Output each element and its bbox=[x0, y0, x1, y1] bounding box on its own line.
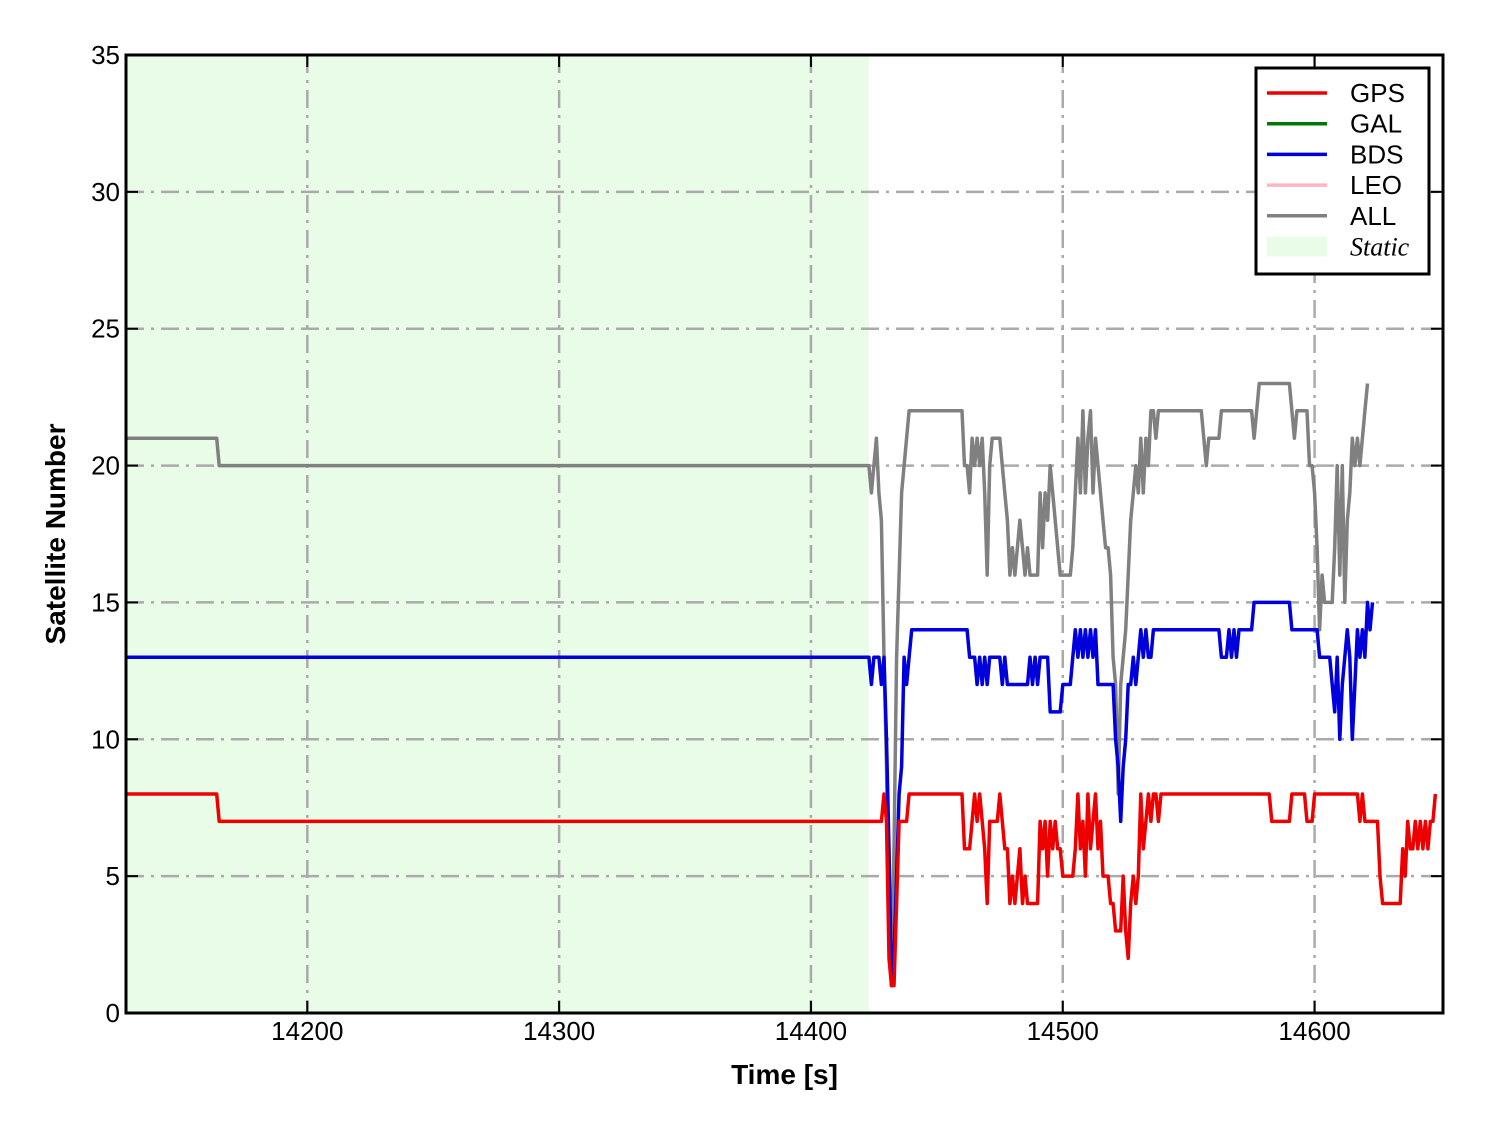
y-axis-title: Satellite Number bbox=[40, 423, 71, 644]
y-tick-label: 20 bbox=[91, 451, 120, 481]
series-line-all bbox=[126, 381, 1370, 988]
legend-label-static: Static bbox=[1350, 233, 1410, 262]
x-tick-label: 14400 bbox=[775, 1016, 847, 1046]
legend-label-all: ALL bbox=[1350, 201, 1396, 231]
legend-label-leo: LEO bbox=[1350, 170, 1402, 200]
series-line-gps bbox=[126, 792, 1438, 988]
y-tick-label: 25 bbox=[91, 314, 120, 344]
y-tick-label: 0 bbox=[106, 998, 120, 1028]
legend-label-bds: BDS bbox=[1350, 139, 1403, 169]
series-group bbox=[126, 381, 1438, 988]
legend-swatch-static bbox=[1267, 236, 1327, 257]
series-line-bds bbox=[126, 600, 1375, 988]
x-axis-title: Time [s] bbox=[731, 1059, 838, 1090]
x-tick-label: 14600 bbox=[1278, 1016, 1350, 1046]
legend-label-gps: GPS bbox=[1350, 78, 1405, 108]
x-tick-label: 14500 bbox=[1027, 1016, 1099, 1046]
static-shaded-region bbox=[126, 55, 869, 1013]
y-tick-label: 35 bbox=[91, 40, 120, 70]
y-tick-label: 15 bbox=[91, 587, 120, 617]
axis-ticks: 14200 14300 14400 14500 14600 0 5 10 15 20 25 30 35 bbox=[91, 40, 1443, 1046]
y-tick-label: 5 bbox=[106, 861, 120, 891]
x-tick-label: 14200 bbox=[271, 1016, 343, 1046]
x-tick-label: 14300 bbox=[523, 1016, 595, 1046]
y-tick-label: 10 bbox=[91, 724, 120, 754]
legend-label-gal: GAL bbox=[1350, 109, 1402, 139]
plot-frame bbox=[124, 53, 1445, 1015]
y-tick-label: 30 bbox=[91, 177, 120, 207]
